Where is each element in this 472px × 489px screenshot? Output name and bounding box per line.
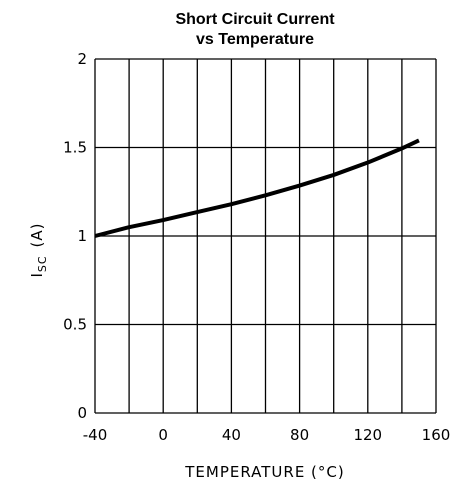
- x-tick-label-4: 120: [353, 426, 382, 444]
- y-tick-label-1: 0.5: [63, 316, 87, 334]
- x-tick-label-0: -40: [83, 426, 108, 444]
- x-tick-label-5: 160: [422, 426, 451, 444]
- y-tick-label-0: 0: [77, 404, 87, 422]
- y-tick-label-4: 2: [77, 50, 87, 68]
- series-group: [94, 138, 420, 238]
- x-tick-labels: -40 0 40 80 120 160: [83, 426, 451, 444]
- chart-title-line2: vs Temperature: [196, 31, 314, 48]
- x-tick-label-3: 80: [290, 426, 309, 444]
- y-axis-label: ISC (A): [28, 222, 49, 277]
- x-tick-label-2: 40: [222, 426, 241, 444]
- y-axis-label-sub: SC: [36, 255, 49, 272]
- y-tick-label-3: 1.5: [63, 139, 87, 157]
- svg-text:ISC(A): ISC (A): [28, 222, 49, 277]
- y-tick-label-2: 1: [77, 227, 87, 245]
- x-axis-label: TEMPERATURE (°C): [184, 463, 345, 481]
- y-axis-label-main: I: [28, 272, 46, 277]
- x-tick-label-1: 0: [158, 426, 168, 444]
- series-line-0: [94, 138, 420, 238]
- chart-title-line1: Short Circuit Current: [175, 11, 335, 28]
- y-axis-label-unit: (A): [28, 222, 46, 247]
- grid: [94, 58, 437, 414]
- y-tick-labels: 0 0.5 1 1.5 2: [63, 50, 87, 422]
